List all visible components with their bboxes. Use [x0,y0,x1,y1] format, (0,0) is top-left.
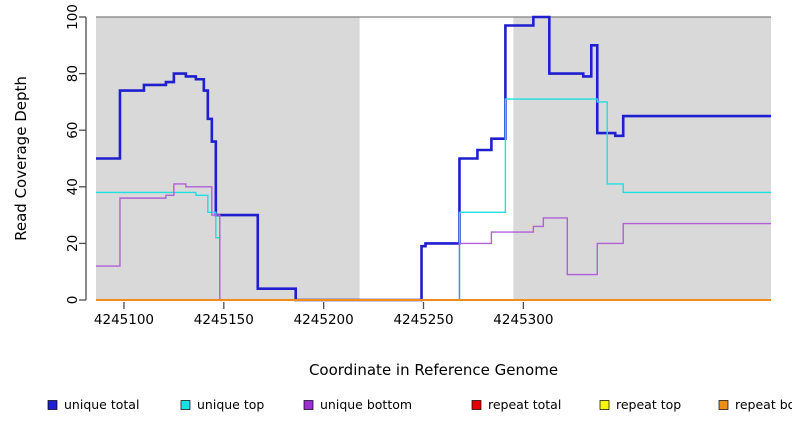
x-tick-label: 4245150 [194,312,254,328]
legend-item-repeat-total[interactable]: repeat total [471,397,561,412]
legend-swatch-icon [47,400,58,410]
shaded-region-covered-left [96,17,360,300]
legend-swatch-icon [471,400,482,410]
legend-swatch-icon [718,400,729,410]
y-tick-label: 0 [65,296,81,305]
y-tick-label: 20 [65,235,81,252]
legend-label: unique top [197,397,264,412]
y-tick-label: 40 [65,178,81,195]
shaded-region-covered-right [513,17,771,300]
series-unique-total [96,15,771,302]
legend-item-unique-top[interactable]: unique top [180,397,264,412]
chart-legend: unique total unique top unique bottom repea… [47,397,792,412]
axes-layer [79,16,525,309]
legend-label: repeat top [616,397,681,412]
legend-item-repeat-top[interactable]: repeat top [599,397,681,412]
legend-label: unique bottom [320,397,412,412]
legend-item-unique-total[interactable]: unique total [47,397,139,412]
x-tick-label: 4245300 [493,312,553,328]
legend-label: repeat total [488,397,561,412]
legend-swatch-icon [180,400,191,410]
x-tick-label: 4245100 [94,312,154,328]
y-tick-label: 80 [65,65,81,82]
series-layer [96,15,771,302]
x-axis-title: Coordinate in Reference Genome [309,361,558,379]
legend-label: unique total [64,397,139,412]
x-tick-label: 4245200 [294,312,354,328]
series-unique-bottom [96,183,771,301]
legend-label: repeat bottom [735,397,792,412]
legend-swatch-icon [303,400,314,410]
legend-item-repeat-bottom[interactable]: repeat bottom [718,397,792,412]
tick-labels-layer: 0 20 40 60 80 100 4245100 4245150 4245200 4245250… [65,4,553,328]
y-tick-label: 60 [65,122,81,139]
legend-item-unique-bottom[interactable]: unique bottom [303,397,412,412]
y-axis-title: Read Coverage Depth [12,76,30,241]
y-tick-label: 100 [65,4,81,30]
plot-background [96,16,771,300]
legend-swatch-icon [599,400,610,410]
x-tick-label: 4245250 [393,312,453,328]
